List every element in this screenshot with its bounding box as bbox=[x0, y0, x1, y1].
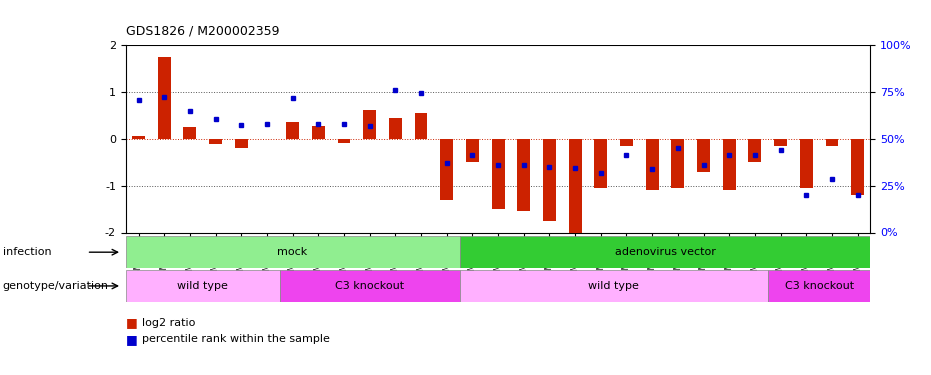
Text: ■: ■ bbox=[126, 316, 142, 329]
Bar bbox=[749, 139, 762, 162]
Bar bbox=[492, 139, 505, 209]
Text: GDS1826 / M200002359: GDS1826 / M200002359 bbox=[126, 24, 279, 38]
Text: adenovirus vector: adenovirus vector bbox=[614, 247, 715, 257]
Bar bbox=[775, 139, 787, 146]
Text: genotype/variation: genotype/variation bbox=[3, 281, 109, 291]
Bar bbox=[460, 236, 870, 268]
Bar bbox=[697, 139, 710, 172]
Bar bbox=[338, 139, 350, 142]
Text: C3 knockout: C3 knockout bbox=[335, 281, 404, 291]
Bar bbox=[466, 139, 479, 162]
Bar bbox=[518, 139, 530, 212]
Bar bbox=[312, 126, 325, 139]
Text: C3 knockout: C3 knockout bbox=[785, 281, 854, 291]
Bar bbox=[389, 118, 402, 139]
Bar bbox=[722, 139, 735, 190]
Bar bbox=[543, 139, 556, 221]
Text: percentile rank within the sample: percentile rank within the sample bbox=[142, 334, 331, 344]
Text: mock: mock bbox=[277, 247, 308, 257]
Text: ■: ■ bbox=[126, 333, 142, 346]
Bar bbox=[620, 139, 633, 146]
Bar bbox=[768, 270, 870, 302]
Bar bbox=[646, 139, 658, 190]
Bar bbox=[363, 110, 376, 139]
Text: log2 ratio: log2 ratio bbox=[142, 318, 196, 327]
Bar bbox=[235, 139, 248, 148]
Bar bbox=[414, 113, 427, 139]
Bar bbox=[280, 270, 460, 302]
Bar bbox=[671, 139, 684, 188]
Bar bbox=[286, 122, 299, 139]
Bar bbox=[183, 127, 196, 139]
Bar bbox=[440, 139, 453, 200]
Bar bbox=[460, 270, 768, 302]
Bar bbox=[851, 139, 864, 195]
Text: infection: infection bbox=[3, 247, 51, 257]
Bar bbox=[126, 270, 280, 302]
Bar bbox=[126, 236, 460, 268]
Text: wild type: wild type bbox=[177, 281, 228, 291]
Bar bbox=[594, 139, 607, 188]
Bar bbox=[826, 139, 839, 146]
Bar bbox=[157, 57, 170, 139]
Text: wild type: wild type bbox=[588, 281, 639, 291]
Bar bbox=[132, 136, 145, 139]
Bar bbox=[569, 139, 582, 232]
Bar bbox=[800, 139, 813, 188]
Bar bbox=[209, 139, 222, 144]
